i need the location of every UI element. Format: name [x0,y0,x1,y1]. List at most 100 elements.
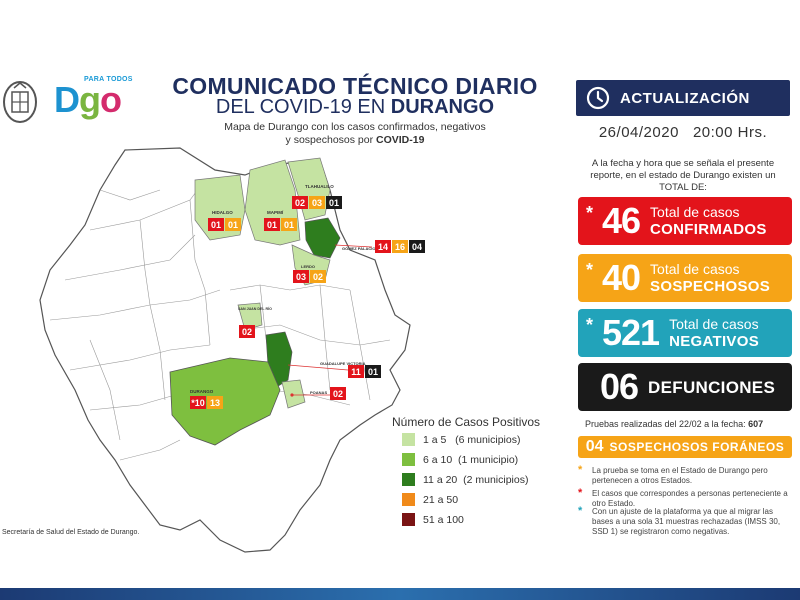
badge-value-confirmed-mapimi: 01 [267,220,277,230]
negative-line2: NEGATIVOS [669,333,760,350]
report-intro: A la fecha y hora que se señala el prese… [590,158,776,193]
badge-value-confirmed-gomez-palacio: 14 [378,242,388,252]
confirmed-star: * [586,203,594,223]
badge-suspected-tlahualilo [309,196,325,209]
badge-suspected-lerdo [310,270,326,283]
badge-value-confirmed-tlahualilo: 02 [295,198,305,208]
badge-suspected-gomez-palacio [392,240,408,253]
badge-confirmed-san-juan-del-rio [239,325,255,338]
legend-item-11-20: 11 a 20 (2 municipios) [402,473,528,486]
badge-suspected-mapimi [281,218,297,231]
source-footer: Secretaría de Salud del Estado de Durang… [2,529,140,536]
negative-value: 521 [602,312,660,353]
badge-suspected-hidalgo [225,218,241,231]
legend-swatch [402,513,415,526]
dgo-logo: PARA TODOS Dgo [54,76,144,122]
page-title: COMUNICADO TÉCNICO DIARIO [172,73,538,99]
foreign-suspects-value: 04 [585,438,604,455]
foreign-suspects-label: SOSPECHOSOS FORÁNEOS [609,440,785,454]
badge-value-confirmed-poanas: 02 [333,389,343,399]
logo-tagline: PARA TODOS [84,76,133,83]
tests-performed: Pruebas realizadas del 22/02 a la fecha:… [585,419,764,429]
legend-item-6-10: 6 a 10 (1 municipio) [402,453,518,466]
badge-value-deaths-guadalupe-victoria: 01 [368,367,378,377]
badge-confirmed-durango [190,396,206,409]
note-foreign-test: * La prueba se toma en el Estado de Duran… [578,464,768,486]
update-label: ACTUALIZACIÓN [620,89,750,107]
confirmed-line1: Total de casos [650,204,740,220]
confirmed-value: 46 [602,200,641,241]
municipality-poanas-area [281,379,306,409]
logo-letter-o: o [100,79,122,120]
page-title-line2: DEL COVID-19 EN DURANGO [215,96,495,118]
negative-line1: Total de casos [669,316,759,332]
municipality-label-gomez-palacio: GÓMEZ PALACIO [342,246,375,251]
bottom-bar [0,588,800,600]
badge-value-confirmed-durango: *10 [191,398,205,408]
logo-letter-d: D [54,79,80,120]
poanas-point [290,393,294,397]
badge-value-deaths-gomez-palacio: 04 [412,242,422,252]
badge-confirmed-poanas [330,387,346,400]
badge-value-suspected-durango: 13 [210,398,220,408]
badge-deaths-gomez-palacio [409,240,425,253]
update-banner: ACTUALIZACIÓN [576,80,790,116]
municipality-label-lerdo: LERDO [301,264,315,269]
municipality-label-san-juan-del-rio: SAN JUAN DEL RÍO [238,306,272,311]
badge-value-confirmed-lerdo: 03 [296,272,306,282]
legend-swatch [402,433,415,446]
legend-title: Número de Casos Positivos [392,415,541,429]
municipality-label-tlahualilo: TLAHUALILO [305,184,334,189]
badge-confirmed-guadalupe-victoria [348,365,364,378]
suspected-line1: Total de casos [650,261,740,277]
badge-confirmed-tlahualilo [292,196,308,209]
municipality-label-durango: DURANGO [190,389,214,394]
legend-item-21-50: 21 a 50 [402,493,458,506]
note-platform-adjustment: * Con un ajuste de la plataforma ya que a… [578,505,781,537]
confirmed-card: * 46 Total de casos CONFIRMADOS [578,197,792,245]
municipality-label-hidalgo: HIDALGO [212,210,233,215]
deaths-card: 06 DEFUNCIONES [578,363,792,411]
badge-value-confirmed-san-juan-del-rio: 02 [242,327,252,337]
badge-value-suspected-lerdo: 02 [313,272,323,282]
municipality-label-poanas: POANAS [310,390,327,395]
legend-swatch [402,493,415,506]
pointer-gomez-palacio [334,244,373,248]
municipality-durango-area [169,357,281,446]
badge-confirmed-mapimi [264,218,280,231]
negative-card: * 521 Total de casos NEGATIVOS [578,309,792,357]
badge-value-suspected-gomez-palacio: 16 [395,242,405,252]
badge-deaths-tlahualilo [326,196,342,209]
municipality-label-guadalupe-victoria: GUADALUPE VICTORIA [320,361,366,366]
pointer-guadalupe-victoria [287,364,349,371]
badge-value-suspected-tlahualilo: 03 [312,198,322,208]
badge-confirmed-lerdo [293,270,309,283]
deaths-value: 06 [600,366,639,407]
confirmed-line2: CONFIRMADOS [650,221,767,238]
badge-value-suspected-hidalgo: 01 [228,220,238,230]
badge-value-confirmed-guadalupe-victoria: 11 [351,367,361,377]
durango-map: HIDALGO 01 01 MAPIMÍ 01 01 TLAHUALILO 02 03 01 GÓM… [39,147,425,553]
badge-suspected-durango [207,396,223,409]
municipality-label-mapimi: MAPIMÍ [267,208,284,215]
badge-deaths-guadalupe-victoria [365,365,381,378]
negative-star: * [586,315,594,335]
municipality-san-juan-del-rio-area [237,302,263,331]
map-subtitle: Mapa de Durango con los casos confirmado… [224,121,486,146]
clock-icon [586,86,610,110]
legend-swatch [402,453,415,466]
badge-value-deaths-tlahualilo: 01 [329,198,339,208]
legend-item-1-5: 1 a 5 (6 municipios) [402,433,520,446]
suspected-line2: SOSPECHOSOS [650,278,771,295]
suspected-star: * [586,260,594,280]
municipality-gomez-palacio-area [304,217,341,259]
state-seal-icon [3,81,37,123]
suspected-card: * 40 Total de casos SOSPECHOSOS [578,254,792,302]
update-datetime: 26/04/2020 20:00 Hrs. [598,124,768,141]
badge-value-confirmed-hidalgo: 01 [211,220,221,230]
deaths-label: DEFUNCIONES [648,377,776,397]
legend-swatch [402,473,415,486]
suspected-value: 40 [602,257,641,298]
note-other-state: * El casos que correspondes a personas pe… [578,487,788,509]
